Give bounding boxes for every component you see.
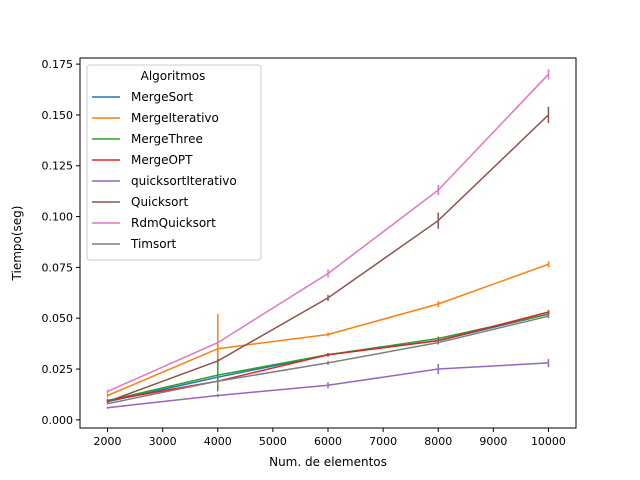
series-quicksortIterativo [106,358,550,409]
legend-items: MergeSort MergeIterativo MergeThree MergeOP… [92,90,237,251]
y-tick-label: 0.000 [42,414,74,427]
y-tick-label: 0.100 [42,211,74,224]
x-tick-label: 4000 [204,435,232,448]
series-RdmQuicksort [106,69,550,394]
y-tick-label: 0.175 [42,58,74,71]
series-Quicksort [106,106,550,404]
legend-label: MergeSort [131,90,193,104]
legend-box [86,64,262,261]
y-tick-label: 0.075 [42,261,74,274]
y-axis-label: Tiempo(seg) [10,206,24,282]
series-layer [106,69,550,409]
x-tick-label: 6000 [314,435,342,448]
legend-title: Algoritmos [141,69,206,83]
legend-label: MergeIterativo [131,111,219,125]
x-axis: 2000 3000 4000 5000 6000 7000 8000 9000 10000 [94,428,566,448]
legend-label: MergeThree [131,132,203,146]
x-tick-label: 9000 [479,435,507,448]
legend-label: quicksortIterativo [131,174,237,188]
x-tick-label: 3000 [149,435,177,448]
x-tick-label: 2000 [94,435,122,448]
legend-label: RdmQuicksort [131,216,216,230]
legend-label: Timsort [130,237,177,251]
legend-label: Quicksort [131,195,188,209]
x-tick-label: 7000 [369,435,397,448]
legend-label: MergeOPT [131,153,193,167]
y-tick-label: 0.025 [42,363,74,376]
x-tick-label: 10000 [531,435,566,448]
y-axis: 0.000 0.025 0.050 0.075 0.100 0.125 0.150 0.175 [42,58,80,427]
y-tick-label: 0.150 [42,109,74,122]
series-Timsort [106,314,550,405]
x-tick-label: 5000 [259,435,287,448]
x-tick-label: 8000 [424,435,452,448]
x-axis-label: Num. de elementos [269,455,387,469]
legend: Algoritmos MergeSort MergeIterativo MergeT… [86,64,262,261]
y-tick-label: 0.050 [42,312,74,325]
y-tick-label: 0.125 [42,160,74,173]
